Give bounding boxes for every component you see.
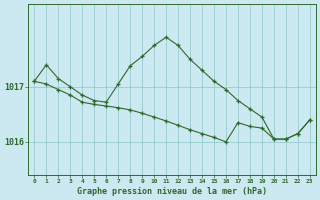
- X-axis label: Graphe pression niveau de la mer (hPa): Graphe pression niveau de la mer (hPa): [77, 187, 267, 196]
